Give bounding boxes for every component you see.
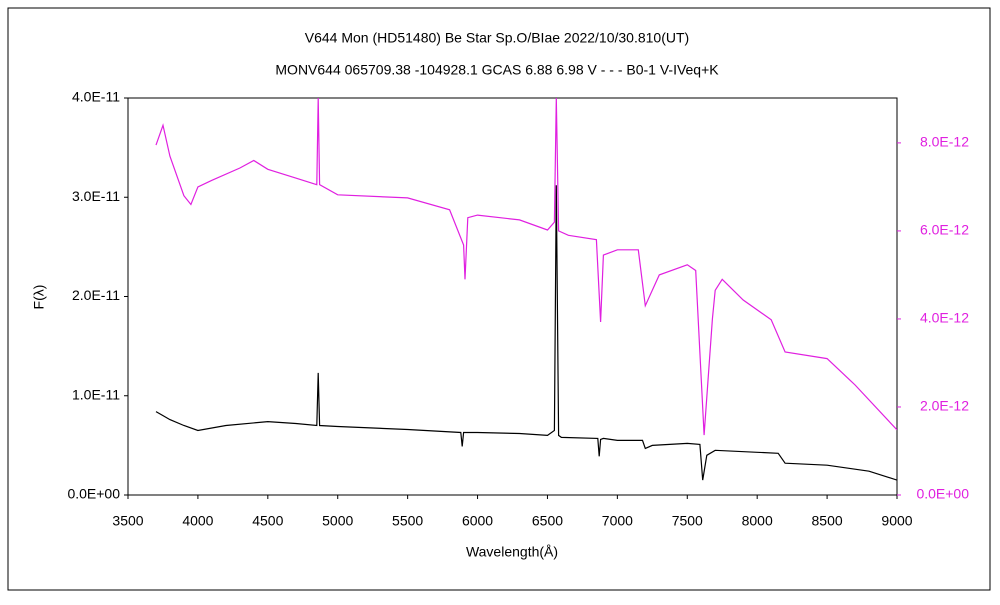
x-tick-label: 7000: [602, 513, 633, 529]
y-tick-label: 3.0E-11: [72, 188, 120, 204]
x-axis-label: Wavelength(Å): [466, 544, 558, 560]
x-tick-label: 4000: [182, 513, 213, 529]
chart-title: V644 Mon (HD51480) Be Star Sp.O/BIae 202…: [305, 30, 689, 46]
outer-frame: [7, 7, 991, 591]
spectrum-line: [155, 98, 897, 436]
x-tick-label: 5500: [392, 513, 423, 529]
y2-tick-label: 4.0E-12: [920, 310, 969, 326]
x-tick-label: 7500: [672, 513, 703, 529]
x-tick-label: 5000: [322, 513, 353, 529]
spectrum-line: [155, 185, 897, 481]
y-axis-label: F(λ): [31, 285, 47, 310]
y2-tick-label: 6.0E-12: [920, 222, 969, 238]
x-tick-label: 6500: [532, 513, 563, 529]
x-tick-label: 8000: [742, 513, 773, 529]
y-tick-label: 1.0E-11: [72, 386, 120, 402]
chart-subtitle: MONV644 065709.38 -104928.1 GCAS 6.88 6.…: [275, 62, 719, 78]
x-tick-label: 3500: [112, 513, 143, 529]
y-tick-label: 2.0E-11: [72, 287, 120, 303]
y-tick-label: 4.0E-11: [72, 89, 120, 105]
y-tick-label: 0.0E+00: [67, 486, 120, 502]
x-tick-label: 9000: [881, 513, 912, 529]
x-tick-label: 4500: [252, 513, 283, 529]
y2-tick-label: 0.0E+00: [916, 486, 969, 502]
plot-frame: [127, 97, 898, 496]
y2-tick-label: 8.0E-12: [920, 134, 969, 150]
y2-tick-label: 2.0E-12: [920, 398, 969, 414]
x-tick-label: 8500: [812, 513, 843, 529]
x-tick-label: 6000: [462, 513, 493, 529]
